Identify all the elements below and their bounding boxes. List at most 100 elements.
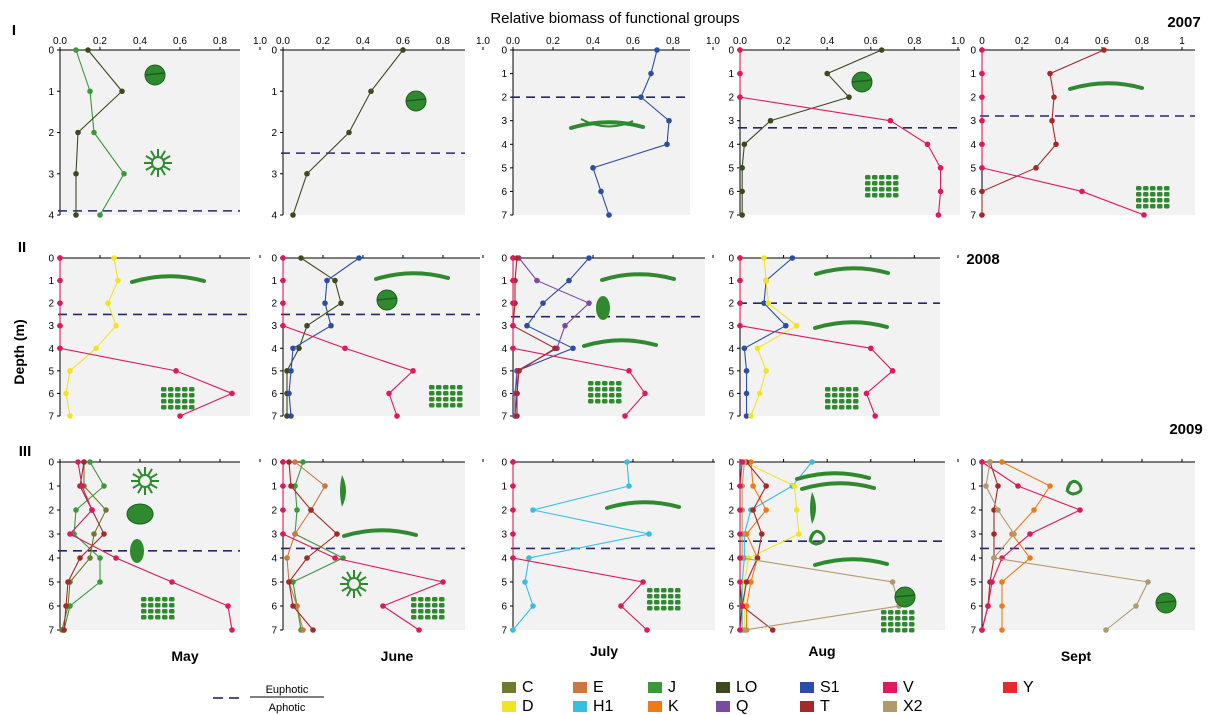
data-point-LO-2007-may xyxy=(73,212,79,218)
data-point-S1-2007-july xyxy=(638,94,644,100)
organism-filament-2009-july xyxy=(605,500,681,510)
organism-colony-grid-2008-may-cell xyxy=(175,405,181,410)
organism-colony-grid-2009-aug-cell xyxy=(909,628,915,633)
data-point-T-2009-june xyxy=(290,603,296,609)
series-line-T-2008-july xyxy=(512,257,557,416)
legend-label-Q: Q xyxy=(736,698,748,715)
organism-colony-grid-2008-june-cell xyxy=(436,391,442,396)
y-tick-label-2009-aug: 0 xyxy=(728,458,734,469)
x-tick-label-2007-may: 0.0 xyxy=(53,36,67,47)
x-tick-label-2007-june: 0.8 xyxy=(436,36,450,47)
organism-colony-grid-2009-may-cell xyxy=(148,609,154,614)
data-point-X2-2009-sept xyxy=(1103,627,1109,633)
data-point-V-2009-aug xyxy=(737,555,743,561)
data-point-V-2008-july xyxy=(626,368,632,374)
y-tick-label-2009-aug: 7 xyxy=(728,626,734,637)
y-tick-label-2008-june: 6 xyxy=(271,389,277,400)
y-tick-label-2009-july: 2 xyxy=(501,506,507,517)
y-tick-label-2008-june: 0 xyxy=(271,254,277,265)
data-point-V-2009-may xyxy=(67,531,73,537)
x-tick-label-2007-may: 1.0 xyxy=(253,36,267,47)
organism-radial-colony-2009-may-spoke xyxy=(147,468,153,477)
organism-colony-grid-2007-sept-cell xyxy=(1157,204,1163,209)
data-point-V-2009-aug xyxy=(739,459,745,465)
organism-colony-grid-2007-aug-cell xyxy=(872,175,878,180)
data-point-T-2009-aug xyxy=(750,507,756,513)
series-line-S1-2007-july xyxy=(592,49,670,216)
data-point-V-2007-aug xyxy=(924,141,931,148)
organism-colony-grid-2008-may-cell xyxy=(189,399,195,404)
organism-colony-grid-2009-june-cell xyxy=(439,597,445,602)
y-tick-label-2007-june: 0 xyxy=(271,46,277,57)
x-tick-label-2007-aug: 0.4 xyxy=(820,36,834,47)
y-tick-label-2009-may: 5 xyxy=(48,578,54,589)
panel-2007-june: 0.0 0.2 0.4 0.6 0.8 1.0 0 1 2 3 4 xyxy=(271,36,490,222)
y-tick-label-2009-sept: 7 xyxy=(970,626,976,637)
y-tick-label-2007-aug: 2 xyxy=(728,93,734,104)
legend-label-X2: X2 xyxy=(903,698,923,715)
data-point-S1-2007-july xyxy=(666,117,672,124)
series-line-T-2009-aug xyxy=(741,461,774,631)
y-tick-label-2008-june: 1 xyxy=(271,276,277,287)
data-point-LO-2007-may xyxy=(75,129,81,136)
data-point-D-2009-aug xyxy=(791,483,798,489)
organism-colony-grid-2009-may-cell xyxy=(155,609,161,614)
organism-colony-grid-2007-sept-cell xyxy=(1136,192,1142,197)
data-point-V-2008-july xyxy=(622,413,628,419)
data-point-D-2008-may xyxy=(111,255,117,261)
organism-colony-grid-2009-june-cell xyxy=(439,609,445,614)
data-point-S1-2008-aug xyxy=(743,368,750,374)
organism-colony-grid-2008-july-cell xyxy=(588,399,594,404)
data-point-V-2008-may xyxy=(229,390,235,397)
organism-colony-grid-2007-sept-cell xyxy=(1157,198,1163,203)
organism-colony-grid-2009-may-cell xyxy=(169,597,175,602)
x-tick-label-2007-july: 0.2 xyxy=(546,36,560,47)
y-tick-label-2007-sept: 6 xyxy=(970,187,976,198)
y-tick-label-2008-july: 3 xyxy=(501,321,507,332)
data-point-V-2008-may xyxy=(173,368,179,374)
data-point-V-2009-july xyxy=(510,507,516,513)
x-tick-label-2007-june: 0.0 xyxy=(276,36,290,47)
y-tick-label-2007-may: 1 xyxy=(48,87,54,98)
series-line-V-2008-may xyxy=(59,258,234,417)
organism-colony-grid-2009-may-cell xyxy=(162,597,168,602)
data-point-J-2009-may xyxy=(97,555,103,561)
organism-dinoflagellate-2007-june-groove xyxy=(405,98,427,102)
data-point-V-2009-july xyxy=(644,627,650,633)
data-point-X2-2009-sept xyxy=(995,507,1001,513)
data-point-LO-2008-june xyxy=(284,413,290,419)
organism-colony-grid-2009-june-cell xyxy=(411,603,417,608)
data-point-V-2008-aug xyxy=(863,390,870,397)
data-point-X2-2009-aug xyxy=(741,627,748,633)
x-tick-label-2007-sept: 0.6 xyxy=(1095,36,1109,47)
data-point-V-2008-june xyxy=(280,322,286,329)
data-point-V-2008-may xyxy=(57,300,63,306)
organism-colony-grid-2008-june-cell xyxy=(429,397,435,402)
organism-colony-grid-2007-aug-cell xyxy=(893,175,899,180)
organism-colony-grid-2009-aug-cell xyxy=(881,622,887,627)
panel-background-2008-july xyxy=(513,258,705,416)
organism-colony-grid-2009-may-cell xyxy=(162,615,168,620)
data-point-V-2008-may xyxy=(57,322,63,329)
y-tick-label-2007-may: 3 xyxy=(48,169,54,180)
organism-colony-grid-2009-may-cell xyxy=(141,603,147,608)
data-point-K-2009-sept xyxy=(999,603,1005,609)
data-point-K-2009-sept xyxy=(1047,483,1053,489)
data-point-C-2009-may xyxy=(91,531,97,537)
organism-colony-grid-2009-may-cell xyxy=(148,597,154,602)
data-point-V-2007-aug xyxy=(737,94,743,100)
series-line-V-2008-june xyxy=(282,258,415,417)
y-tick-label-2009-june: 1 xyxy=(271,482,277,493)
x-tick-label-2007-june: 0.4 xyxy=(356,36,370,47)
data-point-C-2009-may xyxy=(87,555,93,561)
series-line-E-2009-june xyxy=(286,461,326,631)
series-line-J-2009-may xyxy=(63,461,105,631)
data-point-V-2008-may xyxy=(57,345,63,352)
organism-colony-grid-2008-aug-cell xyxy=(853,405,859,410)
y-tick-label-2009-aug: 5 xyxy=(728,578,734,589)
organism-colony-grid-2009-july-cell xyxy=(654,588,660,593)
organism-filament-2008-may xyxy=(130,274,206,284)
data-point-T-2009-may xyxy=(77,555,83,561)
x-tick-label-2007-july: 1.0 xyxy=(706,36,720,47)
data-point-S1-2007-july xyxy=(654,47,660,53)
